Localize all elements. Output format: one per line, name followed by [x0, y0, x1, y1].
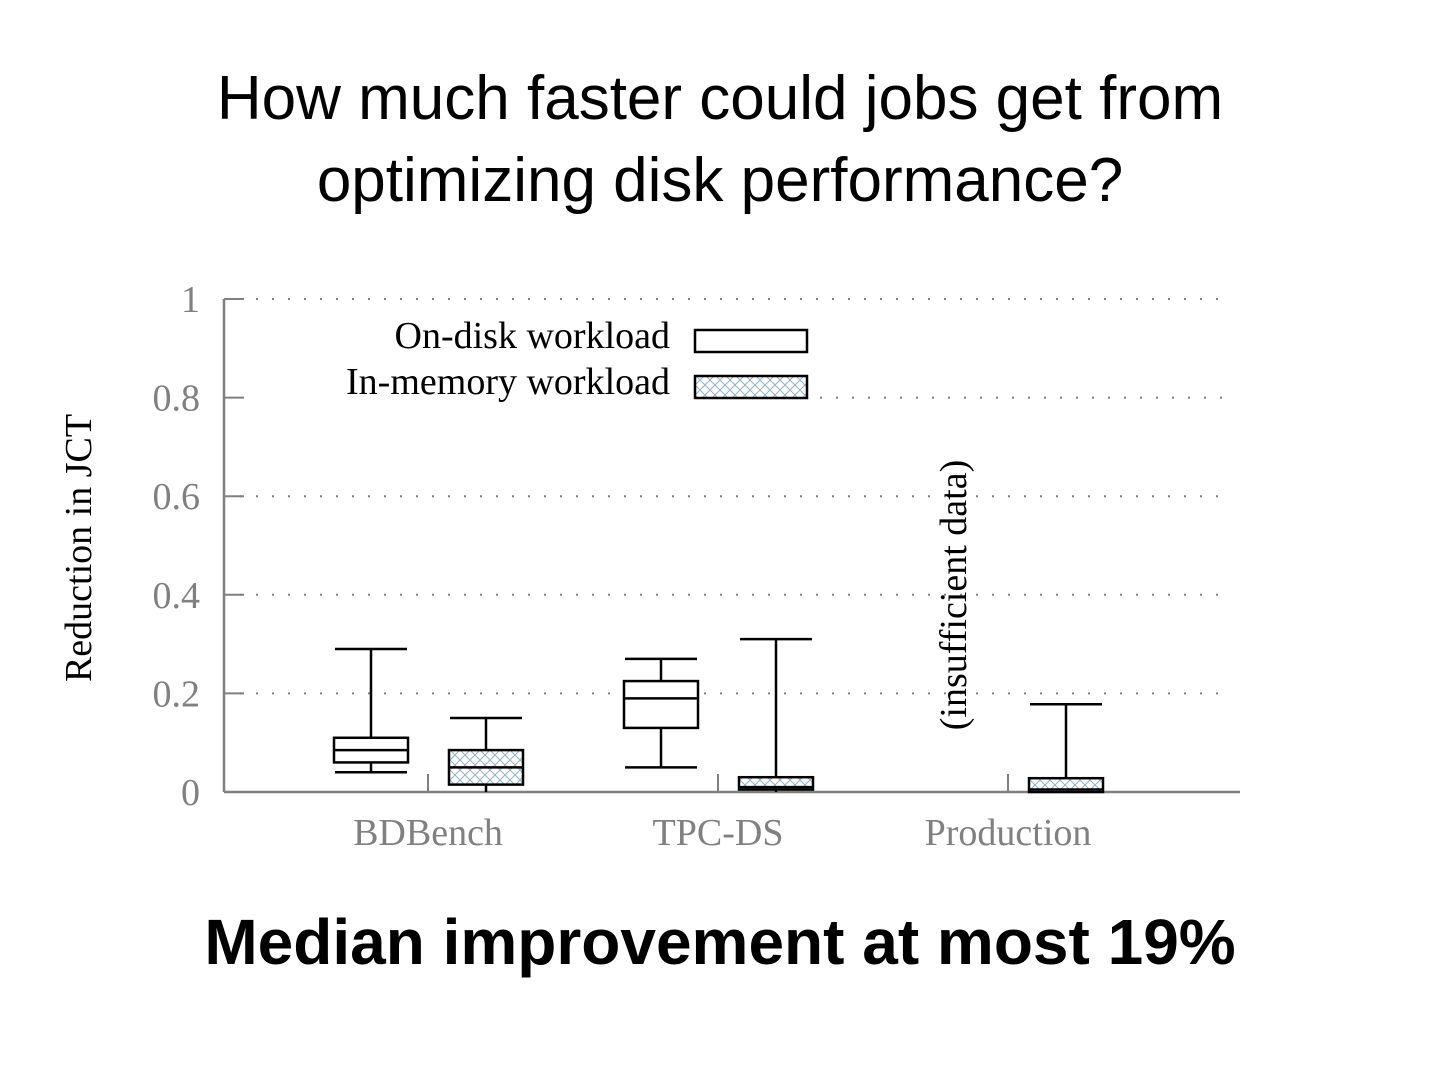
- x-tick-label: TPC-DS: [653, 812, 784, 854]
- slide-title-line-1: How much faster could jobs get from: [216, 64, 1224, 133]
- y-axis-title: Reduction in JCT: [58, 414, 100, 682]
- y-tick-label: 0.8: [153, 378, 201, 420]
- legend-label-0: On-disk workload: [395, 315, 670, 357]
- footer-takeaway: Median improvement at most 19%: [204, 906, 1236, 978]
- slide-title-line-2: optimizing disk performance?: [316, 146, 1124, 215]
- axis-labels: 0 0.2 0.4 0.6 0.8 1 BDBench TPC-DS Production Red…: [58, 279, 1091, 854]
- legend-swatch-1: [693, 374, 809, 400]
- box-0-1: [622, 657, 700, 769]
- y-tick-label: 0.6: [153, 476, 201, 518]
- slide-title: How much faster could jobs get from opti…: [0, 58, 1440, 222]
- legend-label-1: In-memory workload: [346, 361, 670, 403]
- box-1-0: [447, 716, 525, 792]
- grid-lines: [240, 298, 1232, 695]
- y-tick-label: 1: [181, 279, 200, 321]
- box-1-2: [1027, 702, 1105, 794]
- y-tick-label: 0: [181, 772, 200, 814]
- x-tick-label: Production: [925, 812, 1092, 854]
- y-tick-label: 0.4: [153, 575, 201, 617]
- insufficient-data-annotation: (insufficient data): [933, 460, 975, 730]
- box-iqr: [622, 679, 700, 730]
- box-plots: [332, 637, 1105, 794]
- x-tick-label: BDBench: [353, 812, 503, 854]
- box-1-1: [737, 637, 815, 792]
- legend-swatch-0: [693, 328, 809, 354]
- box-0-0: [332, 647, 410, 774]
- y-tick-label: 0.2: [153, 673, 201, 715]
